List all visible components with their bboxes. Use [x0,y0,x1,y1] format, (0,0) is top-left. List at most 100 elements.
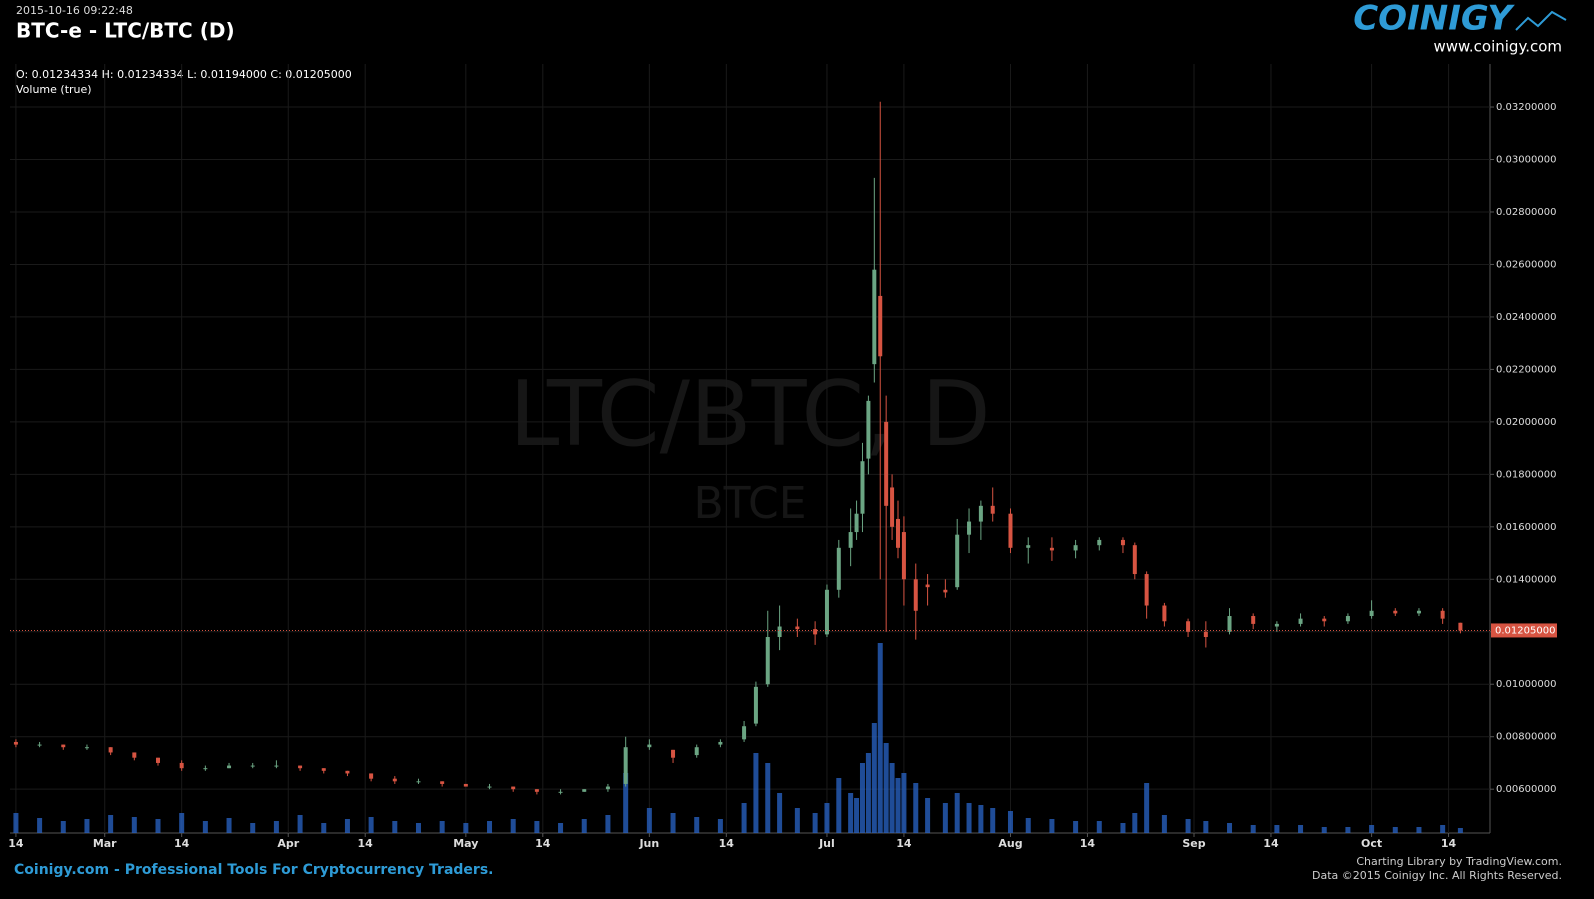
volume-bar [202,821,208,833]
volume-bar [889,763,895,833]
volume-bar [1144,783,1150,833]
volume-bar [777,793,783,833]
candle-body [872,269,877,365]
candle-body [1120,539,1125,546]
y-tick-label: 0.02600000 [1496,259,1556,270]
candle-body [978,505,983,522]
x-tick-label: Aug [998,837,1022,850]
y-tick-label: 0.00800000 [1496,732,1556,743]
volume-bar [534,821,540,833]
volume-bar [646,808,652,833]
volume-bar [297,815,303,833]
candle-body [967,521,972,535]
volume-bar [1227,823,1233,833]
x-tick-label: Sep [1182,837,1205,850]
candle-body [1097,539,1102,546]
volume-bar [321,823,327,833]
volume-bar [368,817,374,833]
candle-body [1162,605,1167,622]
candle-body [878,295,883,357]
candle-body [742,726,747,740]
volume-bar [1007,811,1013,833]
x-tick-label: Jul [818,837,835,850]
volume-bar [717,819,723,833]
candle-body [345,770,350,774]
candle-body [1073,545,1078,551]
volume-bar [1345,827,1351,833]
volume-bar [990,808,996,833]
candle-body [511,786,516,790]
candle-body [298,765,303,769]
volume-bar [1298,825,1304,833]
candle-body [694,747,699,756]
candle-body [227,765,232,769]
candle-body [813,629,818,635]
volume-bar [670,813,676,833]
candle-body [84,747,89,749]
candle-body [463,783,468,787]
x-tick-label: 14 [358,837,374,850]
candle-body [1203,631,1208,638]
x-tick-label: Oct [1361,837,1382,850]
candle-body [795,626,800,630]
volume-bar [753,753,759,833]
volume-bar [1049,819,1055,833]
volume-bar [155,819,161,833]
candle-body [1144,574,1149,606]
candle-body [943,589,948,593]
last-price-label: 0.01205000 [1495,625,1555,636]
candle-body [132,752,137,758]
y-tick-label: 0.01800000 [1496,469,1556,480]
volume-bar [942,803,948,833]
volume-bar [1025,818,1031,833]
volume-bar [1096,821,1102,833]
chart-title: BTC-e - LTC/BTC (D) [16,19,235,43]
x-tick-label: 14 [1080,837,1096,850]
footer-credit[interactable]: Charting Library by TradingView.com. [1356,855,1562,868]
y-tick-label: 0.00600000 [1496,784,1556,795]
candle-body [765,637,770,685]
x-tick-label: May [453,837,478,850]
candle-body [1049,547,1054,551]
volume-bar [836,778,842,833]
candle-body [108,747,113,753]
volume-bar [895,778,901,833]
candle-body [392,778,397,782]
candle-body [901,532,906,580]
watermark-exchange: BTCE [693,478,806,529]
y-tick-label: 0.03200000 [1496,102,1556,113]
volume-bar [854,798,860,833]
volume-bar [925,798,931,833]
x-tick-label: 14 [8,837,24,850]
candle-body [37,744,42,746]
volume-bar [859,763,865,833]
y-tick-label: 0.01400000 [1496,574,1556,585]
candle-body [1440,610,1445,619]
candle-body [487,786,492,788]
candle-body [1008,513,1013,548]
footer-tagline[interactable]: Coinigy.com - Professional Tools For Cry… [14,862,493,878]
candle-body [1322,618,1327,622]
candle-body [824,589,829,635]
volume-bar [581,819,587,833]
volume-bar [1440,825,1446,833]
volume-bar [623,773,629,833]
volume-bar [13,813,19,833]
volume-bar [883,743,889,833]
candle-body [1345,616,1350,622]
candle-body [605,786,610,790]
candle-body [1393,610,1398,614]
y-tick-label: 0.03000000 [1496,155,1556,166]
logo: COINIGY [1353,0,1515,39]
candle-body [1369,610,1374,617]
y-tick-label: 0.02000000 [1496,417,1556,428]
last-price-box [1491,623,1557,638]
volume-bar [1416,827,1422,833]
volume-bar [913,783,919,833]
candle-body [558,791,563,793]
candle-body [1251,616,1256,624]
y-tick-label: 0.02400000 [1496,312,1556,323]
volume-bar [415,823,421,833]
volume-bar [1203,821,1209,833]
